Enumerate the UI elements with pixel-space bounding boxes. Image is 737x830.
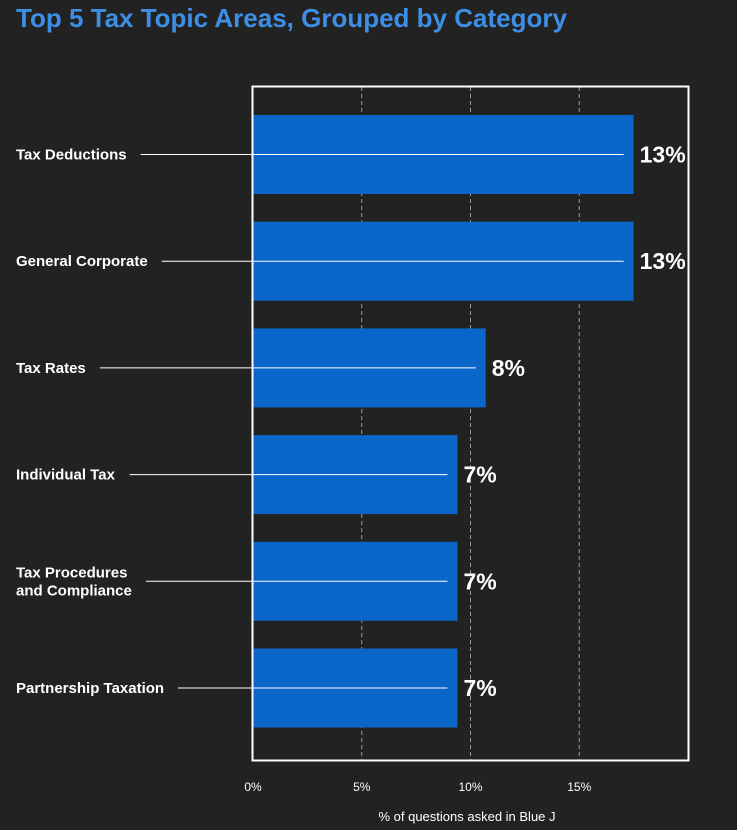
category-label: General Corporate xyxy=(16,253,148,270)
grid-lines xyxy=(361,87,580,760)
x-axis-ticks: 0% 5% 10% 15% xyxy=(244,780,591,794)
category-label: Tax Rates xyxy=(16,360,86,377)
category-label: Tax Deductions xyxy=(16,147,127,164)
x-tick-label: 15% xyxy=(567,780,591,794)
x-tick-label: 10% xyxy=(458,780,482,794)
category-label: Partnership Taxation xyxy=(16,680,164,697)
x-tick-label: 5% xyxy=(353,780,371,794)
value-label: 7% xyxy=(463,568,496,594)
plot-frame xyxy=(251,85,690,762)
value-label: 13% xyxy=(640,248,686,274)
x-tick-label: 0% xyxy=(244,780,262,794)
x-axis-title: % of questions asked in Blue J xyxy=(378,809,555,824)
value-label: 7% xyxy=(463,462,496,488)
value-label: 8% xyxy=(492,355,525,381)
value-label: 13% xyxy=(640,142,686,168)
value-label: 7% xyxy=(463,675,496,701)
category-label: Tax Procedures and Compliance xyxy=(16,564,132,599)
category-labels: Tax Deductions 13% General Corporate 13% Tax… xyxy=(16,142,686,702)
category-label: Individual Tax xyxy=(16,467,116,484)
chart-title: Top 5 Tax Topic Areas, Grouped by Catego… xyxy=(16,3,567,33)
bars xyxy=(253,115,634,728)
